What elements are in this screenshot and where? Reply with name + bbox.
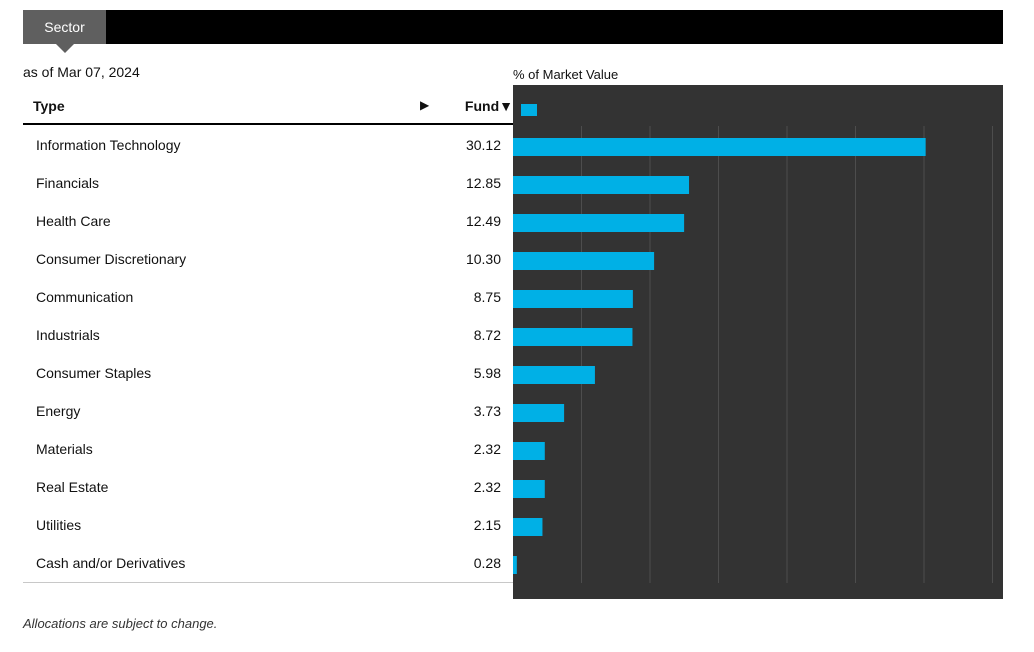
row-value: 8.72 bbox=[473, 327, 501, 343]
table-row: Real Estate 2.32 bbox=[23, 468, 513, 506]
table-row: Utilities 2.15 bbox=[23, 506, 513, 544]
header-bar bbox=[23, 10, 1003, 44]
table-row: Consumer Staples 5.98 bbox=[23, 354, 513, 392]
column-header-fund[interactable]: Fund▼ bbox=[464, 98, 513, 114]
table-row: Information Technology 30.12 bbox=[23, 126, 513, 164]
footnote: Allocations are subject to change. bbox=[23, 616, 218, 631]
table-row: Communication 8.75 bbox=[23, 278, 513, 316]
row-label: Energy bbox=[36, 403, 81, 419]
table-row: Energy 3.73 bbox=[23, 392, 513, 430]
row-label: Information Technology bbox=[36, 137, 181, 153]
row-label: Industrials bbox=[36, 327, 100, 343]
bar[interactable] bbox=[513, 214, 685, 232]
row-label: Utilities bbox=[36, 517, 82, 533]
bar[interactable] bbox=[513, 404, 565, 422]
bar-chart bbox=[513, 85, 1003, 599]
row-value: 0.28 bbox=[473, 555, 501, 571]
sector-table: Information Technology 30.12 Financials 12.… bbox=[23, 126, 513, 582]
bar[interactable] bbox=[513, 366, 595, 384]
table-divider bbox=[23, 582, 513, 583]
row-value: 12.85 bbox=[465, 175, 501, 191]
row-value: 2.32 bbox=[473, 441, 501, 457]
bar[interactable] bbox=[513, 556, 517, 574]
bar[interactable] bbox=[513, 176, 690, 194]
row-label: Communication bbox=[36, 289, 134, 305]
table-header: Type ▶ Fund▼ bbox=[23, 88, 513, 125]
bar[interactable] bbox=[513, 480, 545, 498]
row-value: 2.32 bbox=[473, 479, 501, 495]
table-row: Industrials 8.72 bbox=[23, 316, 513, 354]
row-label: Materials bbox=[36, 441, 93, 457]
table-row: Consumer Discretionary 10.30 bbox=[23, 240, 513, 278]
row-value: 8.75 bbox=[473, 289, 501, 305]
bar[interactable] bbox=[513, 518, 543, 536]
chart-label: % of Market Value bbox=[513, 67, 619, 82]
row-label: Consumer Discretionary bbox=[36, 251, 187, 267]
row-value: 5.98 bbox=[473, 365, 501, 381]
table-row: Materials 2.32 bbox=[23, 430, 513, 468]
table-row: Health Care 12.49 bbox=[23, 202, 513, 240]
row-label: Financials bbox=[36, 175, 100, 191]
row-value: 12.49 bbox=[465, 213, 501, 229]
bar[interactable] bbox=[513, 442, 545, 460]
legend-swatch[interactable] bbox=[521, 104, 537, 116]
bar[interactable] bbox=[513, 290, 633, 308]
bar[interactable] bbox=[513, 328, 633, 346]
row-label: Cash and/or Derivatives bbox=[36, 555, 186, 571]
row-value: 30.12 bbox=[465, 137, 501, 153]
bar[interactable] bbox=[513, 138, 926, 156]
table-row: Financials 12.85 bbox=[23, 164, 513, 202]
column-header-type[interactable]: Type bbox=[33, 98, 65, 114]
row-label: Real Estate bbox=[36, 479, 109, 495]
as-of-date: as of Mar 07, 2024 bbox=[23, 64, 140, 80]
tab-sector[interactable]: Sector bbox=[23, 10, 106, 44]
row-label: Health Care bbox=[36, 213, 111, 229]
bar-chart-svg bbox=[513, 104, 993, 583]
row-label: Consumer Staples bbox=[36, 365, 152, 381]
row-value: 10.30 bbox=[465, 251, 501, 267]
row-value: 3.73 bbox=[473, 403, 501, 419]
tab-pointer-icon bbox=[56, 44, 74, 53]
row-value: 2.15 bbox=[473, 517, 501, 533]
bar[interactable] bbox=[513, 252, 655, 270]
play-arrow-icon[interactable]: ▶ bbox=[420, 98, 430, 112]
table-row: Cash and/or Derivatives 0.28 bbox=[23, 544, 513, 582]
